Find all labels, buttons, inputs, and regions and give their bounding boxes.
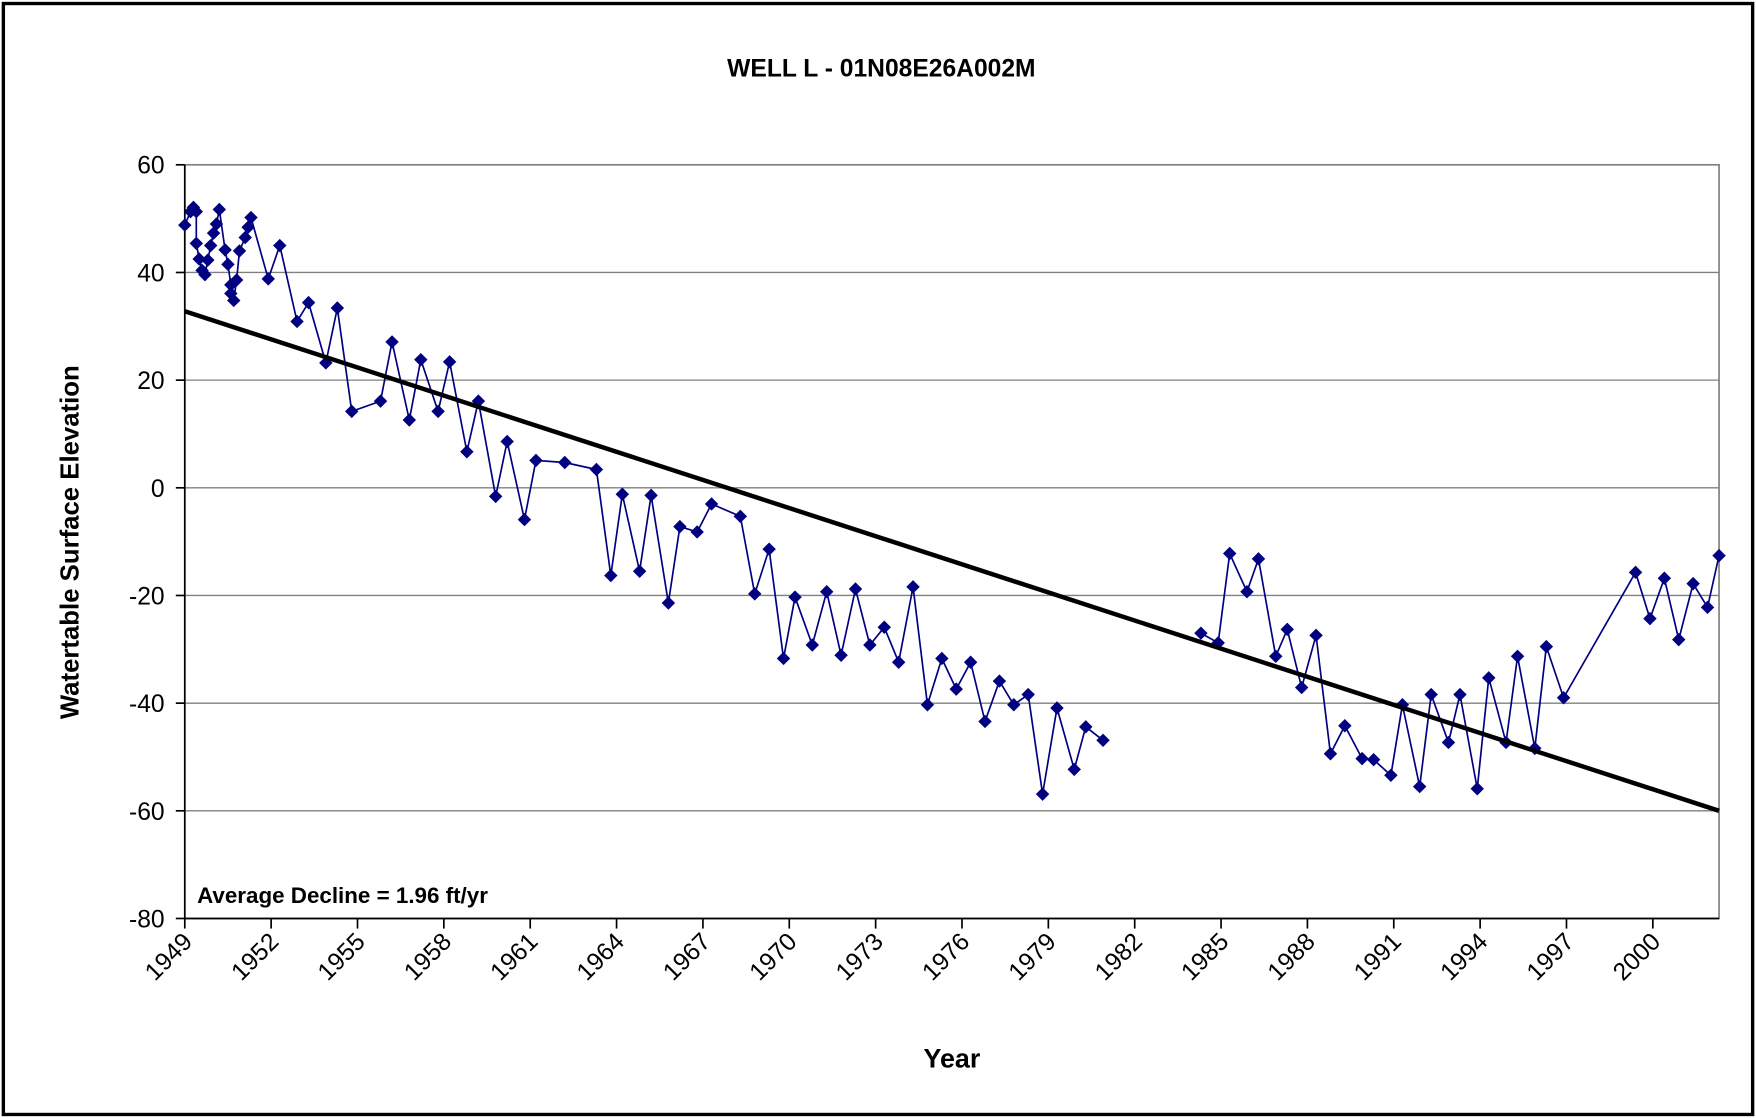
data-point [1556, 691, 1571, 705]
data-point [488, 489, 503, 504]
annotation: Average Decline = 1.96 ft/yr [197, 883, 488, 908]
data-point [203, 238, 218, 253]
chart-title: WELL L - 01N08E26A002M [727, 55, 1035, 82]
data-point [1672, 632, 1686, 647]
data-point [1424, 687, 1438, 702]
data-point [1007, 698, 1021, 712]
data-point [906, 580, 920, 594]
data-point [877, 620, 891, 634]
data-point [226, 293, 241, 308]
data-point [1355, 751, 1369, 766]
data-point [431, 404, 445, 419]
data-point [834, 648, 848, 662]
data-point [788, 590, 802, 604]
data-point [1482, 671, 1496, 685]
y-tick-label: -40 [129, 691, 165, 718]
data-point [604, 568, 618, 583]
data-point [212, 202, 227, 217]
x-axis-label: Year [924, 1043, 981, 1073]
data-point [244, 210, 258, 225]
series-line [184, 205, 1104, 795]
data-point [704, 497, 719, 511]
y-axis-label: Watertable Surface Elevation [56, 365, 84, 719]
y-tick-label: -80 [129, 906, 165, 933]
data-point [1240, 584, 1254, 599]
data-point [238, 230, 252, 245]
data-point [992, 674, 1007, 688]
data-point [232, 244, 247, 258]
plot-area [183, 163, 1720, 920]
y-tick-label: 60 [137, 153, 164, 180]
data-point [189, 204, 204, 219]
data-point [241, 220, 255, 234]
data-point [1035, 787, 1050, 801]
data-point [385, 335, 399, 349]
data-point [1657, 571, 1672, 585]
data-point [201, 253, 215, 267]
y-tick-label: 40 [137, 260, 164, 287]
y-tick-label: 0 [151, 476, 165, 503]
data-point [848, 582, 863, 596]
data-point [1222, 546, 1237, 561]
series-line [184, 309, 1720, 813]
y-tick-label: -20 [129, 583, 165, 610]
data-point [1628, 565, 1643, 580]
data-point [500, 434, 514, 449]
data-point [1269, 649, 1283, 664]
data-point [189, 236, 204, 251]
y-tick-label: -60 [129, 799, 165, 826]
data-point [273, 238, 287, 253]
data-point [301, 295, 316, 310]
data-point [644, 488, 658, 503]
data-point [198, 267, 212, 282]
data-point [192, 252, 206, 266]
data-point [209, 217, 224, 231]
data-point [1441, 735, 1456, 750]
data-point [178, 218, 192, 232]
data-point [920, 698, 935, 712]
data-point [819, 584, 834, 599]
data-point [748, 587, 762, 601]
data-point [1700, 600, 1715, 615]
y-tick-label: 20 [137, 368, 164, 395]
data-point [218, 243, 232, 257]
data-point [978, 714, 992, 729]
data-point [1453, 687, 1467, 702]
data-point [1643, 611, 1657, 626]
data-point [261, 272, 275, 286]
data-point [1280, 622, 1294, 637]
